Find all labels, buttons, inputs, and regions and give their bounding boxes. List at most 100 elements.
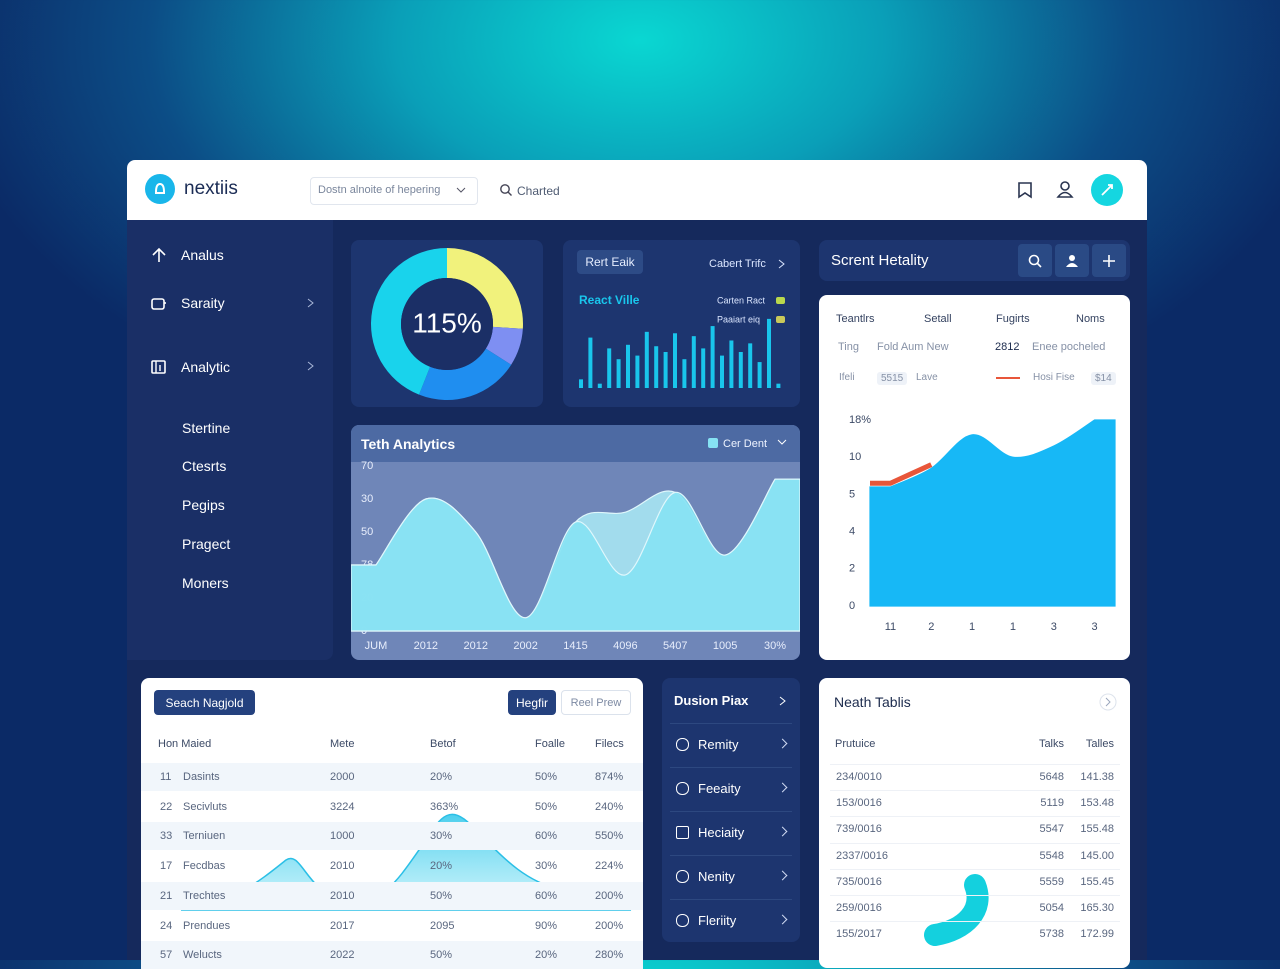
x-tick-label: JUM <box>365 640 388 652</box>
menu-item[interactable]: Heciaity <box>698 825 745 840</box>
menu-icon <box>676 826 689 839</box>
legend-label: Paaiart eiq <box>717 314 760 324</box>
cell: 874% <box>595 771 624 783</box>
menu-title: Dusion Piax <box>674 693 749 708</box>
button[interactable]: Rert Eaik <box>577 250 643 274</box>
cell: 155.45 <box>1080 875 1114 888</box>
search-input[interactable]: Charted <box>517 184 560 198</box>
column-header: Mete <box>330 738 355 750</box>
separator <box>830 895 1120 896</box>
legend-swatch <box>776 316 785 323</box>
cell: 33 <box>160 830 173 843</box>
more-button[interactable] <box>1099 693 1117 711</box>
menu-icon <box>676 738 689 751</box>
button[interactable]: Seach Nagjold <box>154 690 255 715</box>
cell: 739/0016 <box>836 823 882 836</box>
bar <box>720 355 724 388</box>
separator <box>830 921 1120 923</box>
menu-icon <box>676 782 689 795</box>
action-button[interactable] <box>1091 174 1123 206</box>
tab[interactable]: Hegfir <box>508 690 556 715</box>
column-header: Fugirts <box>996 313 1030 325</box>
user-button[interactable] <box>1055 244 1089 277</box>
chevron <box>777 439 787 445</box>
menu-item[interactable]: Fleriity <box>698 913 737 928</box>
separator <box>830 842 1120 844</box>
logo[interactable]: nextiis <box>184 178 238 199</box>
cell: Hosi Fise <box>1033 372 1075 383</box>
sidebar-item[interactable]: Ctesrts <box>182 458 227 474</box>
donut-hole <box>401 278 493 370</box>
menu-item[interactable]: Remity <box>698 737 739 752</box>
user-icon[interactable] <box>1056 180 1074 198</box>
sidebar-item[interactable]: Moners <box>182 575 229 591</box>
sidebar-item[interactable]: Analus <box>181 247 224 263</box>
cell: Trechtes <box>183 889 226 902</box>
bookmark-icon[interactable] <box>1016 181 1034 199</box>
x-tick-label: 11 <box>885 621 896 633</box>
cell: 5648 <box>1039 771 1064 783</box>
cell: 165.30 <box>1080 902 1114 914</box>
cell: 22 <box>160 800 173 813</box>
menu-item[interactable]: Feeaity <box>698 781 741 796</box>
bar <box>588 337 593 388</box>
bar <box>767 318 771 388</box>
separator <box>830 816 1120 818</box>
bar <box>748 343 753 388</box>
cell: 21 <box>160 889 173 902</box>
tab[interactable]: Reel Prew <box>561 690 631 715</box>
cell: 2010 <box>330 889 355 902</box>
bar <box>691 336 696 388</box>
sidebar-item[interactable]: Saraity <box>181 295 225 311</box>
bar <box>682 359 687 388</box>
cell: 5738 <box>1039 928 1064 941</box>
x-tick-label: 2002 <box>513 640 537 652</box>
cell: 5548 <box>1039 849 1064 862</box>
cell: 224% <box>595 860 624 873</box>
cell: 2337/0016 <box>836 849 888 862</box>
cell: Welucts <box>183 949 222 962</box>
legend-label: Carten Ract <box>717 295 766 305</box>
column-header: Teantlrs <box>836 313 875 325</box>
cell: 2095 <box>430 919 455 932</box>
cell: Prendues <box>183 919 231 932</box>
dropdown[interactable] <box>310 177 478 205</box>
sidebar-item[interactable]: Stertine <box>182 420 231 436</box>
bar-chart: Carten Ract Paaiart eiq <box>579 295 785 388</box>
column-header: Setall <box>924 313 952 325</box>
search-button[interactable] <box>1018 244 1052 277</box>
sidebar-item[interactable]: Analytic <box>181 359 231 375</box>
separator <box>670 811 792 812</box>
card-header <box>351 425 800 462</box>
sidebar-item[interactable]: Pragect <box>182 536 231 552</box>
search-icon <box>500 184 512 196</box>
cell: 2812 <box>995 341 1020 353</box>
cell: 57 <box>160 949 173 962</box>
cell: 735/0016 <box>836 875 882 888</box>
cell: 50% <box>535 771 558 783</box>
link[interactable]: Cabert Trifc <box>709 258 766 270</box>
column-header: Noms <box>1076 313 1105 325</box>
cell: 145.00 <box>1080 849 1114 862</box>
column-header: Filecs <box>595 738 624 750</box>
bar <box>616 359 621 388</box>
menu-item[interactable]: Nenity <box>698 869 735 884</box>
sidebar-item[interactable]: Pegips <box>182 497 225 513</box>
search-icon <box>1028 254 1042 268</box>
y-tick-label: 70 <box>361 460 373 472</box>
row-band <box>141 881 643 910</box>
area-chart: 02078503070JUM20122012200214154096540710… <box>351 438 800 652</box>
legend-swatch <box>776 297 785 304</box>
cell: 50% <box>430 949 453 962</box>
menu-card <box>662 678 800 942</box>
cell: 172.99 <box>1080 928 1114 941</box>
cell: $14 <box>1091 372 1116 385</box>
icon <box>151 360 166 374</box>
x-tick-label: 1005 <box>713 640 737 652</box>
column-header: Talles <box>1085 738 1114 750</box>
chevron <box>456 187 466 193</box>
column-header: Talks <box>1038 738 1064 750</box>
plus-icon <box>1103 254 1115 267</box>
add-button[interactable] <box>1092 244 1126 277</box>
dropdown-label: Dostn alnoite of hepering <box>318 184 441 196</box>
